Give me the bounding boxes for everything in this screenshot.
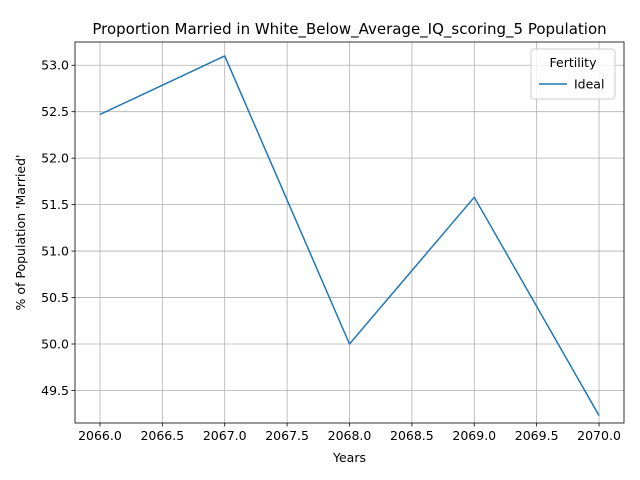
legend: Fertility Ideal xyxy=(530,48,616,100)
y-tick-label: 50.5 xyxy=(41,290,69,305)
y-axis-label: % of Population 'Married' xyxy=(13,155,28,311)
y-tick-label: 49.5 xyxy=(41,383,69,398)
legend-box xyxy=(530,48,616,100)
y-tick-label: 51.0 xyxy=(41,244,69,259)
x-tick-label: 2066.0 xyxy=(78,428,122,443)
y-axis-ticks: 49.5 50.0 50.5 51.0 51.5 52.0 52.5 53.0 xyxy=(41,58,75,398)
x-tick-label: 2068.0 xyxy=(328,428,372,443)
y-tick-label: 53.0 xyxy=(41,58,69,73)
x-tick-label: 2069.5 xyxy=(515,428,559,443)
x-tick-label: 2067.0 xyxy=(203,428,247,443)
x-tick-label: 2067.5 xyxy=(265,428,309,443)
x-axis-ticks: 2066.0 2066.5 2067.0 2067.5 2068.0 2068.5 2069… xyxy=(78,423,621,443)
chart-title: Proportion Married in White_Below_Averag… xyxy=(92,20,606,39)
y-tick-label: 52.0 xyxy=(41,151,69,166)
x-tick-label: 2066.5 xyxy=(140,428,184,443)
series-line xyxy=(99,55,600,416)
x-tick-label: 2069.0 xyxy=(452,428,496,443)
y-tick-label: 51.5 xyxy=(41,197,69,212)
x-tick-label: 2068.5 xyxy=(390,428,434,443)
x-axis-label: Years xyxy=(332,450,366,465)
y-tick-label: 52.5 xyxy=(41,104,69,119)
legend-entry: Ideal xyxy=(574,77,604,92)
series-layer xyxy=(99,55,600,416)
legend-title: Fertility xyxy=(550,55,598,70)
y-tick-label: 50.0 xyxy=(41,337,69,352)
x-tick-label: 2070.0 xyxy=(577,428,621,443)
